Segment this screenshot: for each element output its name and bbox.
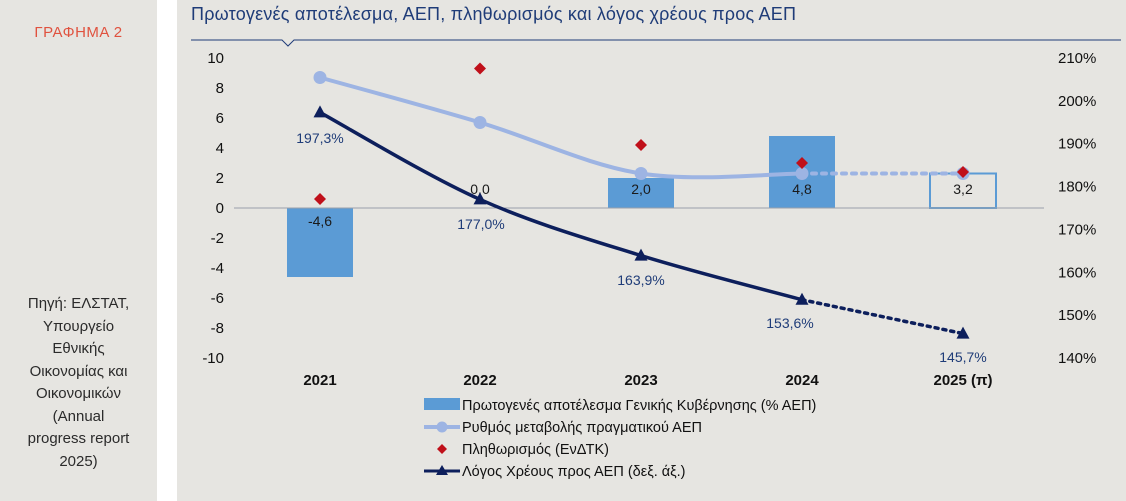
debt-value-label: 153,6%	[766, 315, 813, 331]
legend-label: Πρωτογενές αποτέλεσμα Γενικής Κυβέρνησης…	[462, 398, 816, 414]
y-left-tick-label: -6	[211, 290, 224, 307]
x-category-label: 2022	[463, 372, 496, 389]
y-left-tick-label: 10	[207, 50, 224, 67]
x-category-label: 2025 (π)	[933, 372, 992, 389]
legend-marker-growth	[436, 421, 448, 433]
source-line: Εθνικής	[52, 340, 105, 357]
growth-point	[473, 116, 487, 129]
y-left-tick-label: -4	[211, 260, 224, 277]
inflation-point	[314, 193, 326, 205]
legend-marker-debt	[436, 465, 448, 475]
debt-value-label: 163,9%	[617, 272, 664, 288]
debt-line-projection	[800, 297, 965, 336]
y-left-tick-label: -2	[211, 230, 224, 247]
debt-point	[956, 326, 970, 339]
debt-point	[473, 192, 487, 205]
source-line: Υπουργείο	[42, 317, 115, 335]
y-left-tick-label: 0	[216, 200, 224, 217]
debt-point	[313, 105, 327, 118]
x-category-label: 2021	[303, 372, 336, 389]
source-note: Πηγή: ΕΛΣΤΑΤ, Υπουργείο Εθνικής Οικονομί…	[6, 293, 151, 473]
figure-label: ΓΡΑΦΗΜΑ 2	[34, 24, 123, 41]
y-left-tick-label: -8	[211, 320, 224, 337]
y-right-tick-label: 140%	[1058, 350, 1096, 367]
legend-swatch-bar	[424, 398, 460, 410]
legend-label: Λόγος Χρέους προς ΑΕΠ (δεξ. άξ.)	[462, 464, 686, 480]
y-right-tick-label: 160%	[1058, 264, 1096, 281]
y-right-tick-label: 200%	[1058, 93, 1096, 110]
y-left-tick-label: 6	[216, 110, 224, 127]
debt-value-label: 145,7%	[939, 349, 986, 365]
bar-value-label: -4,6	[308, 213, 332, 229]
inflation-point	[474, 62, 486, 75]
y-left-tick-label: 4	[216, 140, 224, 157]
title-underline	[191, 39, 1121, 47]
growth-point	[634, 167, 648, 180]
y-right-tick-label: 210%	[1058, 50, 1096, 67]
growth-line	[318, 75, 804, 180]
debt-value-label: 197,3%	[296, 130, 343, 146]
y-right-tick-label: 150%	[1058, 307, 1096, 324]
debt-line	[319, 110, 803, 302]
y-right-tick-label: 190%	[1058, 136, 1096, 153]
source-line: progress report	[27, 430, 130, 447]
legend-label: Ρυθμός μεταβολής πραγματικού ΑΕΠ	[462, 420, 702, 436]
bar	[287, 208, 353, 277]
growth-point	[313, 71, 327, 84]
bar-value-label: 4,8	[792, 181, 812, 197]
source-line: 2025)	[59, 452, 98, 470]
debt-value-label: 177,0%	[457, 216, 504, 232]
x-category-label: 2024	[785, 372, 819, 389]
inflation-point	[957, 166, 969, 178]
bar-value-label: 2,0	[631, 181, 651, 197]
source-line: Οικονομίας και	[29, 362, 128, 380]
bar-value-label: 0,0	[470, 181, 490, 197]
y-left-tick-label: 8	[216, 80, 224, 97]
bar-value-label: 3,2	[953, 181, 973, 197]
source-line: Οικονομικών	[35, 385, 121, 402]
sidebar: ΓΡΑΦΗΜΑ 2 Πηγή: ΕΛΣΤΑΤ, Υπουργείο Εθνική…	[0, 0, 157, 501]
inflation-point	[635, 139, 647, 151]
chart-title: Πρωτογενές αποτέλεσμα, ΑΕΠ, πληθωρισμός …	[191, 4, 797, 24]
y-left-tick-label: 2	[216, 170, 224, 187]
source-line: Πηγή: ΕΛΣΤΑΤ,	[27, 295, 130, 312]
y-right-tick-label: 170%	[1058, 221, 1096, 238]
y-right-tick-label: 180%	[1058, 179, 1096, 196]
legend-label: Πληθωρισμός (ΕνΔΤΚ)	[462, 442, 609, 458]
debt-point	[634, 248, 648, 261]
y-left-tick-label: -10	[202, 350, 224, 367]
debt-point	[795, 292, 809, 305]
legend-marker-inflation	[437, 444, 447, 454]
source-line: (Annual	[52, 407, 105, 425]
bar	[608, 178, 674, 208]
inflation-point	[796, 157, 808, 169]
x-category-label: 2023	[624, 372, 657, 389]
growth-point	[795, 167, 809, 180]
